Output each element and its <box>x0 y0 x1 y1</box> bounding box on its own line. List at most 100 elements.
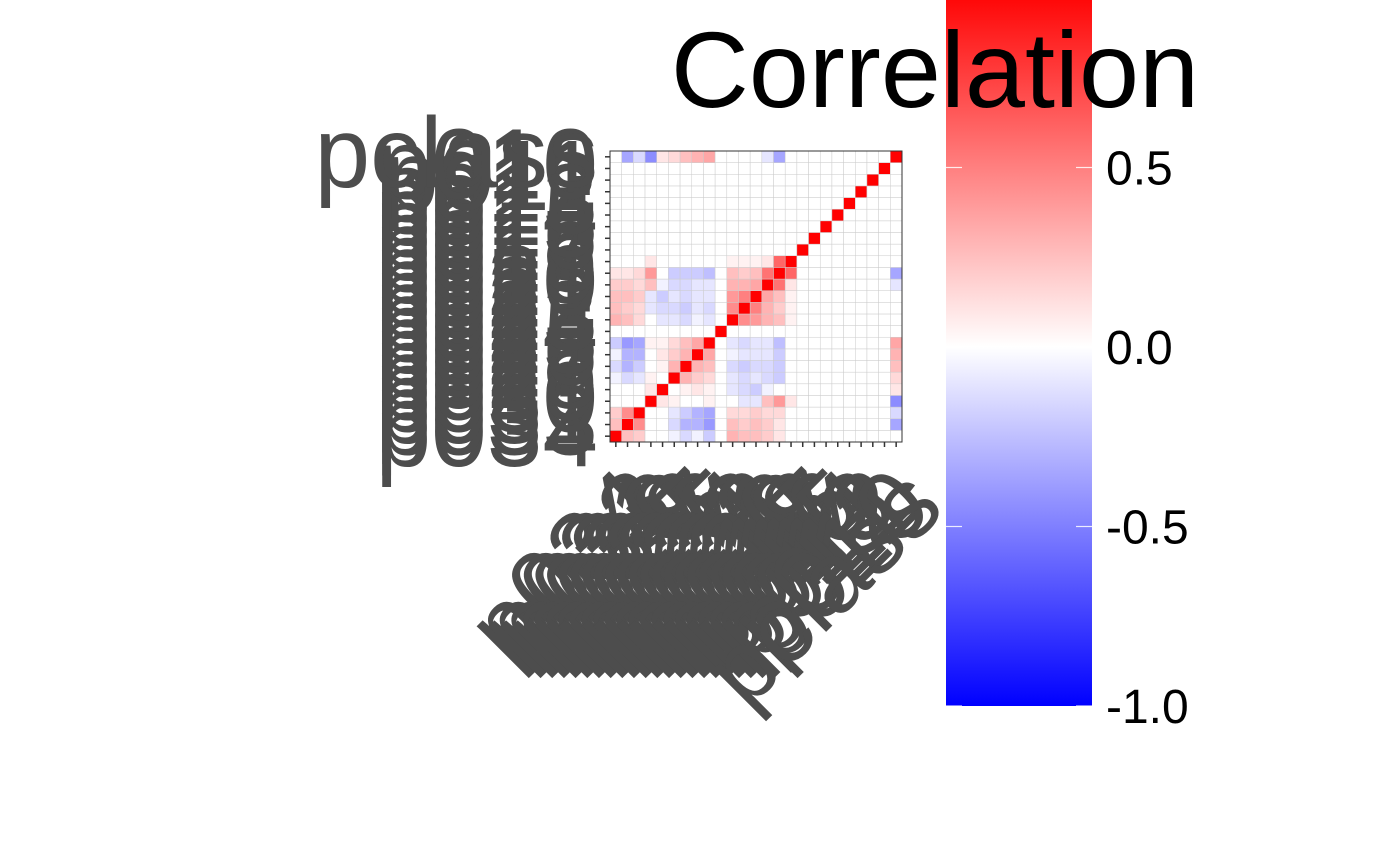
heatmap-cell <box>878 278 891 291</box>
heatmap-cell <box>633 395 646 408</box>
heatmap-cell <box>878 220 891 233</box>
heatmap-cell <box>679 174 693 187</box>
heatmap-cell <box>668 325 681 338</box>
heatmap-cell <box>609 232 622 245</box>
heatmap-cell <box>703 313 716 326</box>
heatmap-cell <box>890 255 903 268</box>
heatmap-cell <box>808 336 821 350</box>
heatmap-cell <box>703 162 716 175</box>
heatmap-cell <box>796 418 809 431</box>
heatmap-cell <box>609 197 622 210</box>
heatmap-cell <box>691 150 704 163</box>
heatmap-cell <box>761 243 774 257</box>
y-tick-label: p011 <box>383 120 598 232</box>
heatmap-cell <box>831 325 844 338</box>
heatmap-cell <box>668 406 681 419</box>
heatmap-cell <box>890 360 903 373</box>
heatmap-cell <box>808 208 821 222</box>
heatmap-cell <box>761 278 774 291</box>
heatmap-cell <box>668 185 681 198</box>
heatmap-cell <box>819 325 833 338</box>
heatmap-cell <box>796 290 809 303</box>
heatmap-cell <box>773 395 786 408</box>
heatmap-cell <box>656 150 669 163</box>
heatmap-cell <box>878 302 891 315</box>
heatmap-cell <box>656 325 669 338</box>
heatmap-cell <box>738 267 751 280</box>
heatmap-cell <box>796 325 809 338</box>
heatmap-cell <box>703 243 716 257</box>
heatmap-cell <box>656 220 669 233</box>
heatmap-cell <box>714 395 728 408</box>
heatmap-cell <box>738 174 751 187</box>
heatmap-cell <box>784 174 798 187</box>
heatmap-cell <box>633 325 646 338</box>
heatmap-cell <box>808 325 821 338</box>
heatmap-cell <box>621 360 634 373</box>
heatmap-cell <box>633 220 646 233</box>
heatmap-cell <box>831 406 844 419</box>
heatmap-cell <box>890 278 903 291</box>
heatmap-cell <box>668 255 681 268</box>
heatmap-cell <box>691 418 704 431</box>
heatmap-cell <box>843 174 856 187</box>
legend-title: Correlation <box>671 9 1199 130</box>
heatmap-cell <box>878 430 891 443</box>
heatmap-cell <box>633 232 646 245</box>
heatmap-cell <box>644 348 657 361</box>
heatmap-cell <box>855 313 868 326</box>
y-tick-label: p020 <box>376 225 598 337</box>
heatmap-cell <box>749 243 763 257</box>
heatmap-cell <box>621 418 634 431</box>
heatmap-cell <box>656 336 669 350</box>
heatmap-cell <box>773 302 786 315</box>
heatmap-cell <box>819 302 833 315</box>
heatmap-cell <box>703 185 716 198</box>
heatmap-cell <box>644 371 657 385</box>
heatmap-cell <box>679 430 693 443</box>
legend-gradient <box>946 0 1092 706</box>
legend-colorbar <box>946 0 1092 706</box>
heatmap-cell <box>726 348 739 361</box>
heatmap-cell <box>703 197 716 210</box>
heatmap-cell <box>831 313 844 326</box>
heatmap-cell <box>644 336 657 350</box>
heatmap-cell <box>773 336 786 350</box>
heatmap-cell <box>633 302 646 315</box>
heatmap-cell <box>644 197 657 210</box>
heatmap-cell <box>679 336 693 350</box>
heatmap-cell <box>679 395 693 408</box>
heatmap-cell <box>761 430 774 443</box>
heatmap-cell <box>819 348 833 361</box>
heatmap-cell <box>866 243 879 257</box>
heatmap-cell <box>866 336 879 350</box>
heatmap-cell <box>691 430 704 443</box>
heatmap-cell <box>843 208 856 222</box>
heatmap-cell <box>738 208 751 222</box>
heatmap-cell <box>878 232 891 245</box>
heatmap-cell <box>644 174 657 187</box>
heatmap-cell <box>749 395 763 408</box>
heatmap-cell <box>819 162 833 175</box>
heatmap-cell <box>819 395 833 408</box>
heatmap-cell <box>831 150 844 163</box>
heatmap-cell <box>609 255 622 268</box>
heatmap-cell <box>761 313 774 326</box>
heatmap-cell <box>819 185 833 198</box>
heatmap-cell <box>749 371 763 385</box>
heatmap-cell <box>890 197 903 210</box>
heatmap-cell <box>668 371 681 385</box>
heatmap-cell <box>819 406 833 419</box>
heatmap-cell <box>773 220 786 233</box>
heatmap-cell <box>703 150 716 163</box>
heatmap-cell <box>726 220 739 233</box>
heatmap-cell <box>796 360 809 373</box>
heatmap-cell <box>656 430 669 443</box>
heatmap-cell <box>784 302 798 315</box>
heatmap-cell <box>831 255 844 268</box>
heatmap-cell <box>679 406 693 419</box>
heatmap-cell <box>855 418 868 431</box>
heatmap-cell <box>691 290 704 303</box>
heatmap-cell <box>691 406 704 419</box>
heatmap-cell <box>749 383 763 396</box>
